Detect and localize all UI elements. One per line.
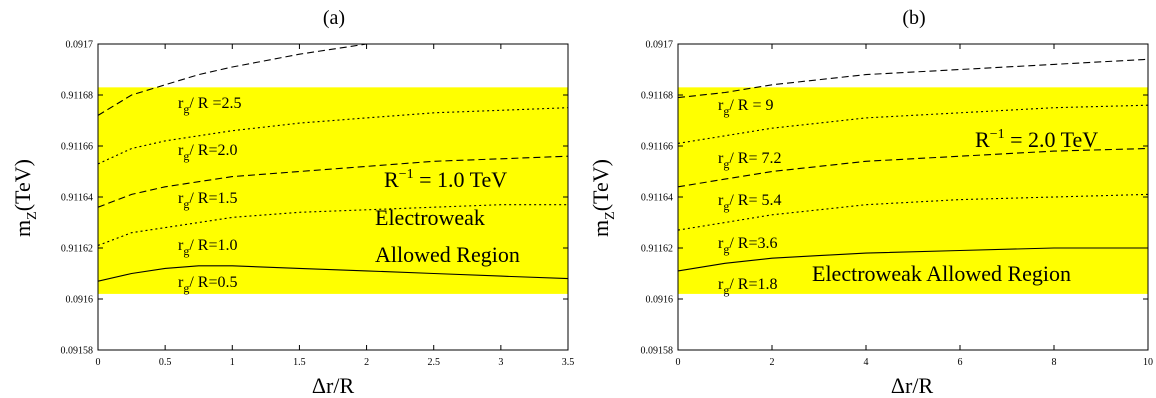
x-tick-label: 2.5 <box>427 357 440 368</box>
curve-label: rg/ R =2.5 <box>178 95 241 116</box>
x-tick-label: 2 <box>770 357 775 368</box>
x-tick-label: 1 <box>230 357 235 368</box>
x-tick-label: 1.5 <box>293 357 306 368</box>
y-tick-label: 0.09158 <box>641 346 674 357</box>
curve-label: rg/ R = 9 <box>718 97 773 118</box>
curve-label: rg/ R=3.6 <box>718 235 777 256</box>
y-tick-label: 0.91164 <box>641 193 673 204</box>
series-line-2 <box>98 204 568 247</box>
x-tick-label: 2 <box>364 357 369 368</box>
panel-label: (a) <box>323 7 345 29</box>
region-label: Electroweak Allowed Region <box>812 261 1071 286</box>
curve-label: rg/ R= 7.2 <box>718 150 781 171</box>
y-tick-label: 0.91168 <box>61 91 93 102</box>
series-line-1 <box>678 247 1148 272</box>
curve-label: rg/ R=1.5 <box>178 190 237 211</box>
allowed-region-band <box>98 87 568 294</box>
y-tick-label: 0.91166 <box>61 142 93 153</box>
series-line-5 <box>678 58 1148 99</box>
series-line-3 <box>98 155 568 208</box>
y-tick-label: 0.91166 <box>641 142 673 153</box>
curve-label: rg/ R=2.0 <box>178 142 237 163</box>
y-tick-label: 0.0916 <box>66 295 94 306</box>
x-tick-label: 4 <box>864 357 869 368</box>
y-axis-title: mZ(TeV) <box>588 159 618 237</box>
series-line-2 <box>678 193 1148 231</box>
x-axis-title: Δr/R <box>312 373 355 398</box>
series-line-4 <box>98 107 568 165</box>
y-tick-label: 0.91162 <box>61 244 93 255</box>
x-tick-label: 8 <box>1052 357 1057 368</box>
x-tick-label: 6 <box>958 357 963 368</box>
chart-panel-b: 0 2 4 6 8 10 0.09158 0.0916 0.91162 0.91164 0.9116… <box>588 7 1153 398</box>
y-tick-label: 0.0917 <box>66 40 94 51</box>
curve-label: rg/ R= 5.4 <box>718 192 781 213</box>
x-tick-label: 0 <box>96 357 101 368</box>
series-line-5 <box>98 44 367 116</box>
series-line-3 <box>678 147 1148 188</box>
panel-label: (b) <box>902 7 925 29</box>
y-tick-label: 0.91162 <box>641 244 673 255</box>
curve-label: rg/ R=1.0 <box>178 237 237 258</box>
x-tick-label: 3.5 <box>562 357 575 368</box>
series-line-1 <box>98 265 568 282</box>
scale-label: R−1 = 2.0 TeV <box>975 127 1098 152</box>
x-tick-label: 10 <box>1143 357 1153 368</box>
region-label: Electroweak <box>375 205 485 230</box>
y-tick-label: 0.09158 <box>61 346 94 357</box>
chart-panel-a: 0 0.5 1 1.5 2 2.5 3 3.5 0.09158 0.0916 0.91162 0.91… <box>10 7 574 398</box>
curve-label: rg/ R=1.8 <box>718 276 777 297</box>
series-line-4 <box>678 104 1148 144</box>
x-axis-title: Δr/R <box>891 373 934 398</box>
y-tick-label: 0.0916 <box>646 295 674 306</box>
curve-label: rg/ R=0.5 <box>178 274 237 295</box>
y-axis-title: mZ(TeV) <box>10 159 40 237</box>
x-tick-label: 0.5 <box>159 357 172 368</box>
x-tick-label: 3 <box>498 357 503 368</box>
y-tick-label: 0.0917 <box>646 40 674 51</box>
region-label: Allowed Region <box>375 242 520 267</box>
x-tick-label: 0 <box>676 357 681 368</box>
y-tick-label: 0.91164 <box>61 193 93 204</box>
y-tick-label: 0.91168 <box>641 91 673 102</box>
scale-label: R−1 = 1.0 TeV <box>384 167 507 192</box>
